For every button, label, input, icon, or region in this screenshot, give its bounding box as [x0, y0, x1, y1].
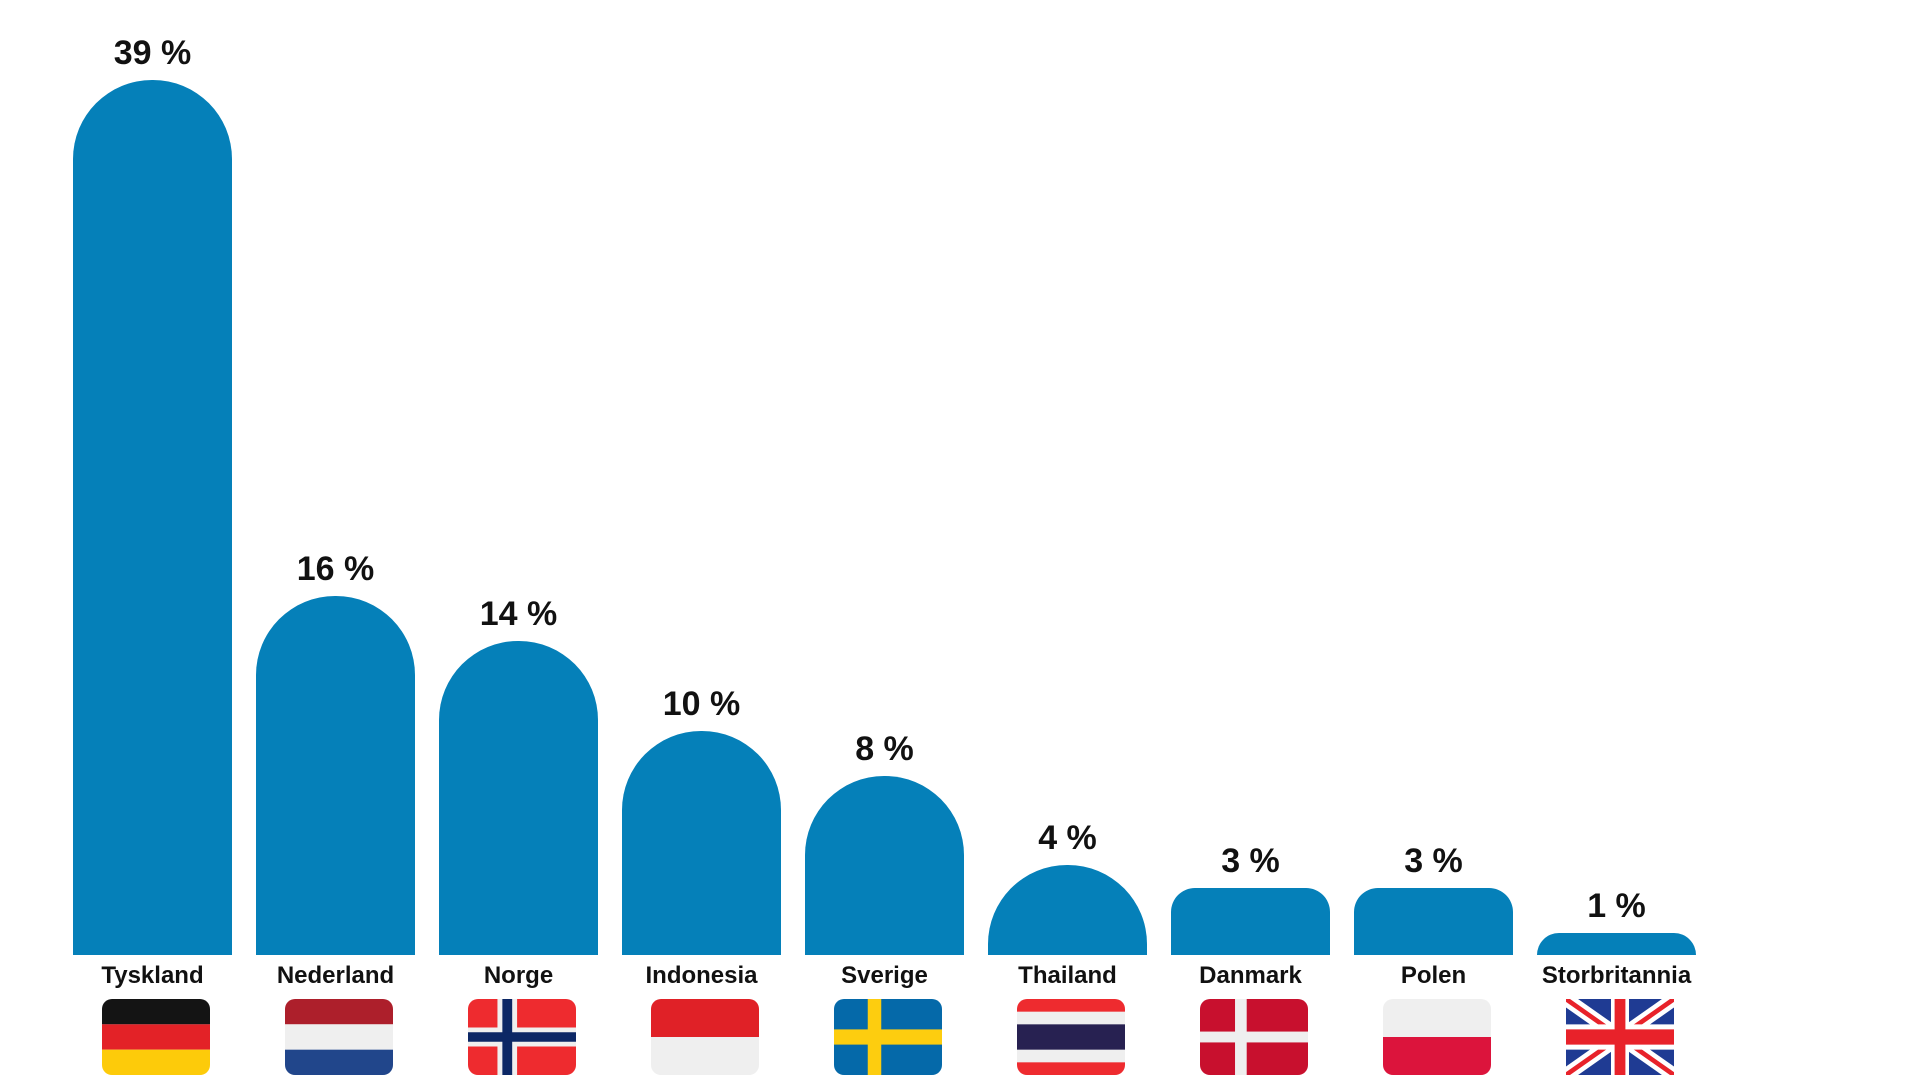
category-label: Nederland	[276, 962, 395, 989]
value-label: 14 %	[479, 595, 558, 633]
bar-group: 8 % Sverige	[805, 0, 964, 1080]
indonesia-flag-icon	[651, 999, 759, 1075]
bar-group: 39 % Tyskland	[73, 0, 232, 1080]
bar-group: 16 % Nederland	[256, 0, 415, 1080]
category-label: Norge	[483, 962, 554, 989]
value-label: 3 %	[1404, 842, 1463, 880]
value-label: 16 %	[296, 550, 375, 588]
bar	[439, 641, 598, 955]
bar-group: 3 % Danmark	[1171, 0, 1330, 1080]
value-label: 3 %	[1221, 842, 1280, 880]
bar	[1537, 933, 1696, 955]
value-label: 1 %	[1587, 887, 1646, 925]
bar	[256, 596, 415, 955]
norway-flag-icon	[468, 999, 576, 1075]
category-label: Danmark	[1199, 962, 1302, 989]
category-label: Indonesia	[645, 962, 758, 989]
denmark-flag-icon	[1200, 999, 1308, 1075]
germany-flag-icon	[102, 999, 210, 1075]
netherlands-flag-icon	[285, 999, 393, 1075]
value-label: 8 %	[855, 730, 914, 768]
category-label: Tyskland	[101, 962, 204, 989]
value-label: 10 %	[662, 685, 741, 723]
category-label: Sverige	[841, 962, 928, 989]
bar	[1171, 888, 1330, 955]
bar	[73, 80, 232, 955]
bar	[1354, 888, 1513, 955]
category-label: Storbritannia	[1541, 962, 1692, 989]
bar-group: 4 % Thailand	[988, 0, 1147, 1080]
category-label: Thailand	[1018, 962, 1117, 989]
value-label: 4 %	[1038, 819, 1097, 857]
thailand-flag-icon	[1017, 999, 1125, 1075]
bar-group: 1 % Storbritannia	[1537, 0, 1696, 1080]
bar	[805, 776, 964, 955]
bar	[622, 731, 781, 955]
bar-group: 14 % Norge	[439, 0, 598, 1080]
bar-group: 3 % Polen	[1354, 0, 1513, 1080]
sweden-flag-icon	[834, 999, 942, 1075]
category-label: Polen	[1400, 962, 1467, 989]
bar-group: 10 % Indonesia	[622, 0, 781, 1080]
uk-flag-icon	[1566, 999, 1674, 1075]
poland-flag-icon	[1383, 999, 1491, 1075]
bar	[988, 865, 1147, 955]
value-label: 39 %	[113, 34, 192, 72]
